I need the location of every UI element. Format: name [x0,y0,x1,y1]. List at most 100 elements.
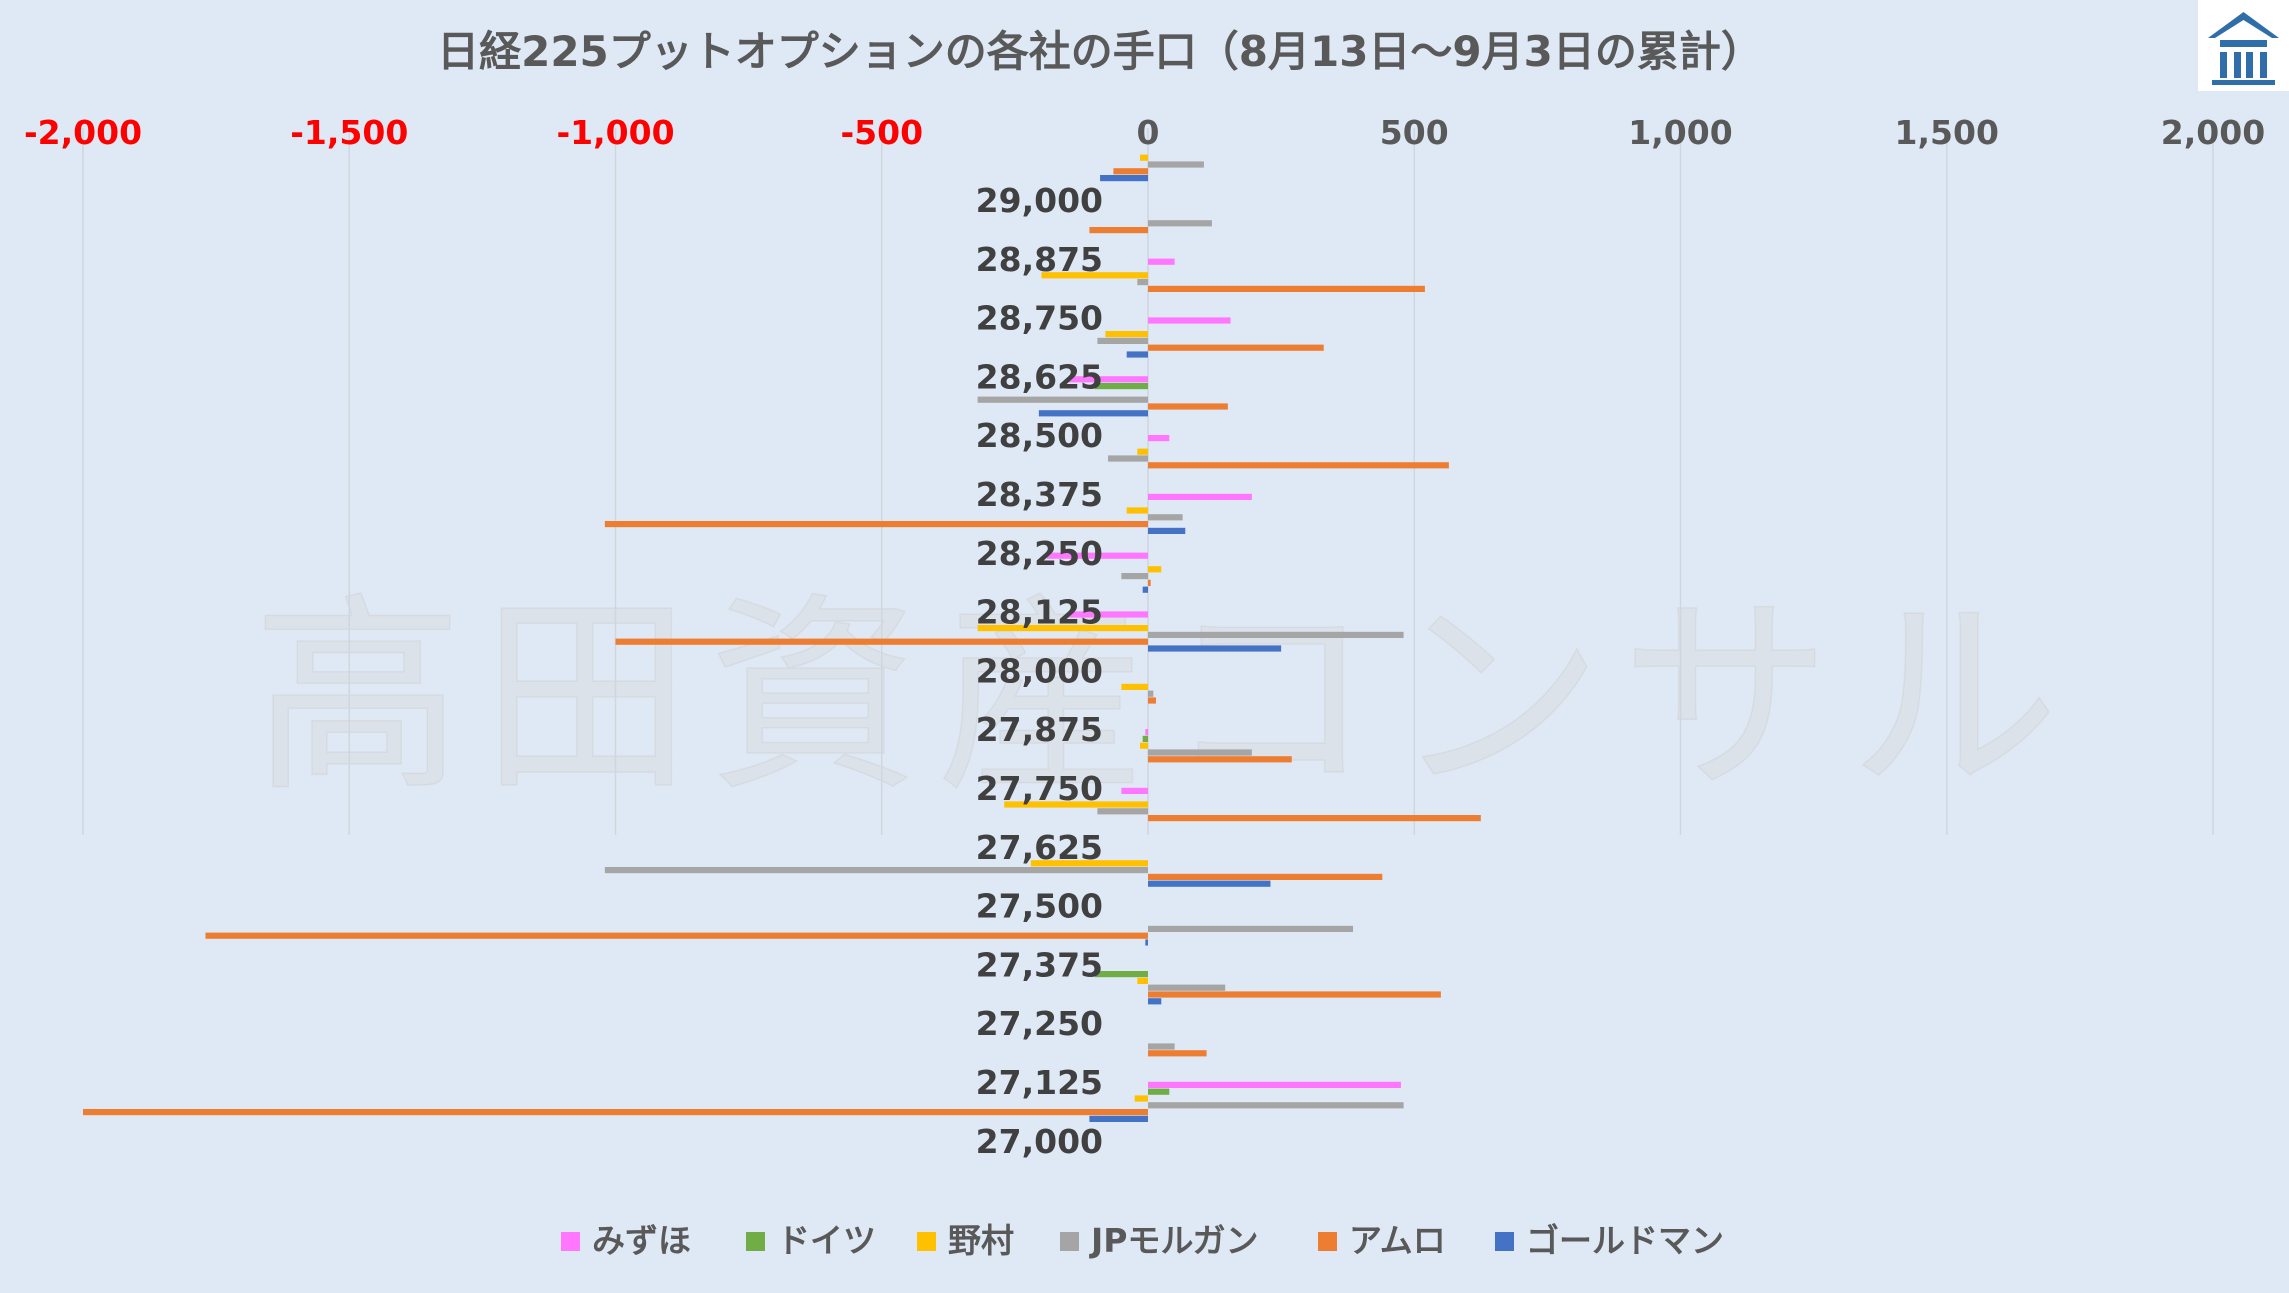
y-tick-label: 27,250 [976,1004,1103,1043]
bar [1148,1050,1207,1057]
x-tick-label: 2,000 [2161,113,2265,152]
bar [1148,435,1170,442]
bar [1148,403,1228,410]
bar [1148,984,1226,991]
legend-swatch [917,1232,936,1251]
y-tick-label: 27,125 [976,1063,1103,1102]
y-tick-label: 28,000 [976,651,1103,690]
bar [1140,154,1148,161]
x-tick-label: 1,000 [1628,113,1732,152]
bar [604,867,1148,874]
bar [1145,729,1148,736]
bar [1097,808,1148,815]
bar [1148,527,1186,534]
bar [1038,410,1148,417]
y-tick-label: 27,875 [976,710,1103,749]
bar [1134,1095,1148,1102]
legend-label: ゴールドマン [1526,1221,1724,1260]
x-tick-label: -1,500 [290,113,408,152]
bar [1148,258,1175,265]
bar [1148,815,1481,822]
bar [1097,337,1148,344]
bar [977,625,1148,632]
bar [1126,351,1148,358]
bar [1041,272,1148,279]
legend-swatch [1318,1232,1337,1251]
bar [1121,573,1148,580]
bar [1137,448,1148,455]
bar [1100,175,1148,182]
bar [1148,1043,1175,1050]
bar [1094,971,1148,978]
bar [1142,586,1148,593]
bar [604,521,1148,528]
bar [1126,507,1148,514]
legend-label: アムロ [1349,1221,1446,1260]
y-tick-label: 27,500 [976,887,1103,926]
bar [1121,787,1148,794]
x-tick-label: -2,000 [24,113,142,152]
x-tick-label: -1,000 [556,113,674,152]
bar [1148,998,1162,1005]
x-tick-label: 1,500 [1895,113,1999,152]
y-tick-label: 28,750 [976,299,1103,338]
bar [1068,376,1148,383]
bar [1030,860,1148,867]
bar [1148,925,1354,932]
legend-swatch [746,1232,765,1251]
bar [205,932,1149,939]
bar [1094,383,1148,390]
bar [1004,801,1148,808]
legend-label: ドイツ [777,1221,876,1260]
bar [1148,493,1252,500]
bar [1137,977,1148,984]
legend-swatch [1060,1232,1079,1251]
watermark-text: 高田資産コンサル [253,575,2077,820]
x-tick-label: 500 [1380,113,1449,152]
legend-label: 野村 [948,1221,1014,1260]
bar [1148,462,1449,469]
chart-title: 日経225プットオプションの各社の手口（8月13日～9月3日の累計） [437,27,1763,76]
bar [1105,331,1148,338]
y-tick-label: 27,625 [976,828,1103,867]
bar [1148,991,1441,998]
bar [1148,514,1183,521]
bar [1148,749,1252,756]
bar [1148,697,1156,704]
bar [1068,611,1148,618]
bar [1148,285,1425,292]
bar [1148,645,1282,652]
shrine-roof-logo-icon [2198,0,2289,91]
legend-swatch [1495,1232,1514,1251]
bar [1148,690,1154,697]
y-tick-label: 28,125 [976,593,1103,632]
y-tick-label: 28,875 [976,240,1103,279]
bar [1148,220,1212,227]
bar [1137,279,1148,286]
bar [1148,880,1271,887]
bar [1148,579,1151,586]
bar [1121,683,1148,690]
x-tick-label: 0 [1137,113,1160,152]
bar [1089,1115,1148,1122]
bar [1148,1081,1401,1088]
bar [1148,161,1204,168]
y-tick-label: 27,000 [976,1122,1103,1161]
bar [1148,317,1231,324]
y-tick-label: 27,750 [976,769,1103,808]
y-tick-label: 28,250 [976,534,1103,573]
bar [1140,742,1148,749]
y-tick-label: 29,000 [976,181,1103,220]
bar [615,638,1148,645]
bar [1148,1102,1404,1109]
bar [977,396,1148,403]
legend-swatch [561,1232,580,1251]
x-tick-label: -500 [840,113,923,152]
bar [1142,735,1148,742]
y-tick-label: 27,375 [976,945,1103,984]
bar [1046,552,1148,559]
y-tick-label: 28,500 [976,416,1103,455]
legend-label: JPモルガン [1089,1221,1258,1260]
